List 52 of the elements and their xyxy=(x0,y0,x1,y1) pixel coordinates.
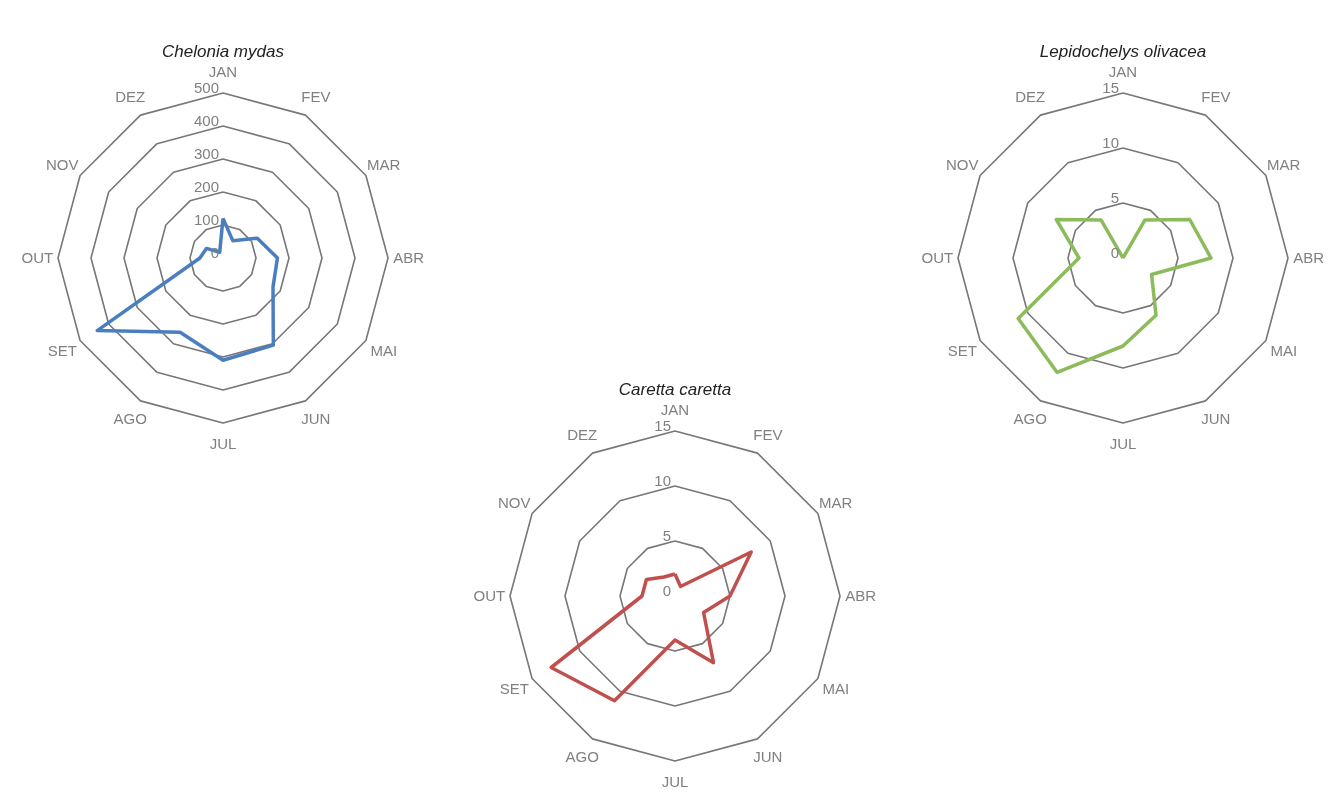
spoke-label: OUT xyxy=(921,249,954,266)
spoke-label: SET xyxy=(499,679,529,697)
chart-title: Chelonia mydas xyxy=(162,42,285,62)
spoke-label: MAR xyxy=(819,494,853,512)
y-tick-label: 0 xyxy=(1110,244,1119,261)
spoke-label: OUT xyxy=(21,249,54,266)
spoke-label: JAN xyxy=(1108,63,1138,81)
spoke-label: JUL xyxy=(209,434,237,452)
spoke-label: MAI xyxy=(822,679,850,697)
spoke-label: JUN xyxy=(753,747,783,765)
y-tick-label: 5 xyxy=(1110,189,1119,206)
chart-title: Caretta caretta xyxy=(618,380,732,400)
y-tick-label: 500 xyxy=(193,79,219,96)
spoke-label: NOV xyxy=(497,494,531,512)
y-tick-label: 15 xyxy=(654,417,671,434)
spoke-label: JUN xyxy=(1201,409,1231,427)
y-tick-label: 10 xyxy=(654,472,671,489)
spoke-label: OUT xyxy=(473,587,506,604)
y-tick-label: 0 xyxy=(662,582,671,599)
spoke-label: MAI xyxy=(1270,341,1298,359)
spoke-label: DEZ xyxy=(115,88,146,106)
spoke-label: DEZ xyxy=(567,426,598,444)
spoke-label: ABR xyxy=(845,587,877,604)
spoke-label: ABR xyxy=(1293,249,1325,266)
y-tick-label: 200 xyxy=(193,178,219,195)
y-tick-label: 400 xyxy=(193,112,219,129)
y-tick-label: 10 xyxy=(1102,134,1119,151)
y-tick-label: 100 xyxy=(193,211,219,228)
spoke-label: JUL xyxy=(1109,434,1137,452)
spoke-label: AGO xyxy=(565,747,599,765)
spoke-label: MAI xyxy=(370,341,398,359)
y-tick-label: 300 xyxy=(193,145,219,162)
spoke-label: JUL xyxy=(661,772,689,790)
spoke-label: NOV xyxy=(45,156,79,174)
spoke-label: NOV xyxy=(945,156,979,174)
spoke-label: JUN xyxy=(301,409,331,427)
spoke-label: FEV xyxy=(1201,88,1231,106)
spoke-label: MAR xyxy=(1267,156,1301,174)
spoke-label: SET xyxy=(947,341,977,359)
spoke-label: FEV xyxy=(753,426,783,444)
y-tick-label: 15 xyxy=(1102,79,1119,96)
spoke-label: JAN xyxy=(208,63,238,81)
chart-title: Lepidochelys olivacea xyxy=(1039,42,1207,62)
spoke-label: JAN xyxy=(660,401,690,419)
y-tick-label: 5 xyxy=(662,527,671,544)
spoke-label: AGO xyxy=(1013,409,1047,427)
spoke-label: ABR xyxy=(393,249,425,266)
spoke-label: FEV xyxy=(301,88,331,106)
spoke-label: MAR xyxy=(367,156,401,174)
spoke-label: DEZ xyxy=(1015,88,1046,106)
spoke-label: SET xyxy=(47,341,77,359)
spoke-label: AGO xyxy=(113,409,147,427)
